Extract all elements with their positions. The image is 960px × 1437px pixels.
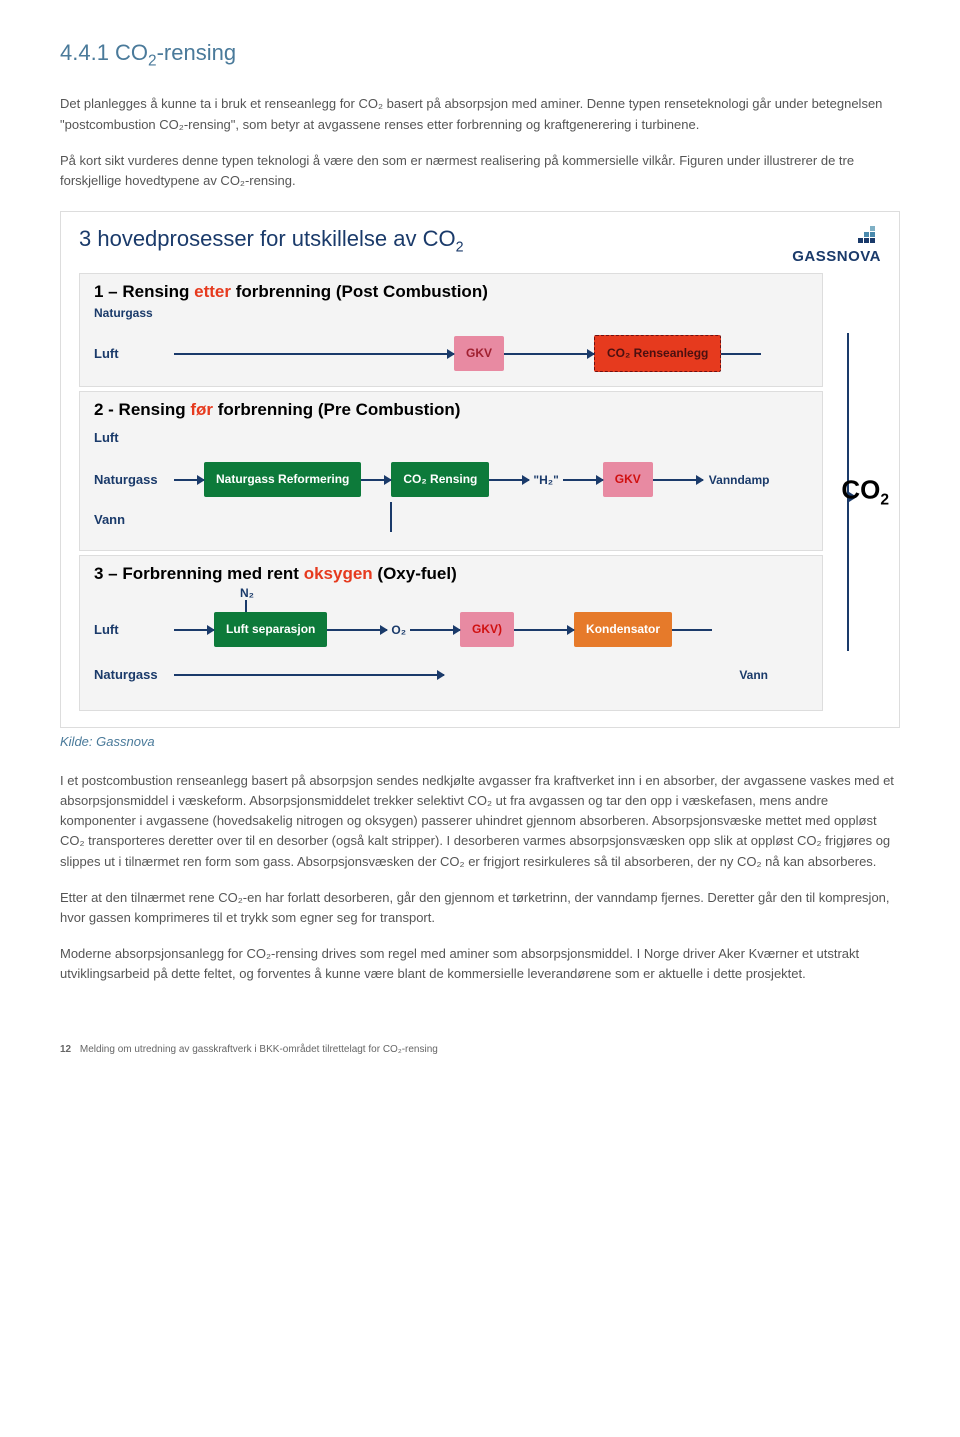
- p3-luft-label: Luft: [94, 622, 174, 637]
- p2-title-red: før: [190, 400, 213, 419]
- p2-main-row: Naturgass Naturgass Reformering CO₂ Rens…: [94, 456, 808, 504]
- heading-sub: 2: [148, 52, 157, 69]
- panel-1-title: 1 – Rensing etter forbrenning (Post Comb…: [94, 282, 808, 302]
- page-footer: 12 Melding om utredning av gasskraftverk…: [60, 1044, 900, 1055]
- gassnova-logo-icon: [855, 226, 881, 246]
- p1-title-red: etter: [194, 282, 231, 301]
- panel-2: 2 - Rensing før forbrenning (Pre Combust…: [79, 391, 823, 551]
- p2-title-pre: 2 - Rensing: [94, 400, 190, 419]
- p1-title-post: forbrenning (Post Combustion): [231, 282, 488, 301]
- co2-big-label: CO2: [841, 474, 889, 509]
- p3-main-row: Luft Luft separasjon O₂ GKV) Kondensator: [94, 606, 808, 654]
- p2-co2-down: [390, 502, 392, 532]
- panel-2-title: 2 - Rensing før forbrenning (Pre Combust…: [94, 400, 808, 420]
- paragraph-2: På kort sikt vurderes denne typen teknol…: [60, 151, 900, 191]
- p2-luft-label: Luft: [94, 430, 174, 445]
- p2-h2-label: "H₂": [529, 473, 562, 487]
- p3-vann-label: Vann: [739, 668, 768, 682]
- p3-luftsep-box: Luft separasjon: [214, 612, 327, 647]
- p3-title-post: (Oxy-fuel): [373, 564, 457, 583]
- p1-line-2: [504, 353, 594, 355]
- p3-line-5: [672, 629, 712, 631]
- paragraph-5: Moderne absorpsjonsanlegg for CO₂-rensin…: [60, 944, 900, 984]
- page-number: 12: [60, 1044, 71, 1055]
- p1-flow-row: Luft GKV CO₂ Renseanlegg: [94, 338, 808, 370]
- p2-line-4: [563, 479, 603, 481]
- p2-vanndamp-label: Vanndamp: [709, 473, 770, 487]
- co2-sub: 2: [880, 492, 889, 509]
- p1-naturgass-label: Naturgass: [94, 306, 808, 320]
- p1-luft-label: Luft: [94, 346, 174, 361]
- figure-header: 3 hovedprosesser for utskillelse av CO2 …: [79, 226, 881, 265]
- co2-text: CO: [841, 474, 880, 504]
- p2-reform-box: Naturgass Reformering: [204, 462, 361, 497]
- p2-line-2: [361, 479, 391, 481]
- gassnova-logo: GASSNOVA: [792, 226, 881, 265]
- p3-title-red: oksygen: [304, 564, 373, 583]
- p1-title-pre: 1 – Rensing: [94, 282, 194, 301]
- p3-line-3: [410, 629, 460, 631]
- panel-3-title: 3 – Forbrenning med rent oksygen (Oxy-fu…: [94, 564, 808, 584]
- figure-source: Kilde: Gassnova: [60, 734, 900, 749]
- heading-prefix: 4.4.1 CO: [60, 40, 148, 65]
- p2-title-post: forbrenning (Pre Combustion): [213, 400, 460, 419]
- p3-line-1: [174, 629, 214, 631]
- p1-line-1: [174, 353, 454, 355]
- panel-1: 1 – Rensing etter forbrenning (Post Comb…: [79, 273, 823, 387]
- p2-co2rensing-box: CO₂ Rensing: [391, 462, 489, 497]
- p3-title-pre: 3 – Forbrenning med rent: [94, 564, 304, 583]
- paragraph-1: Det planlegges å kunne ta i bruk et rens…: [60, 94, 900, 134]
- p2-vann-row: Vann: [94, 510, 808, 530]
- p2-line-5: [653, 479, 703, 481]
- figure-title-text: 3 hovedprosesser for utskillelse av CO: [79, 226, 456, 251]
- p3-n2-label: N₂: [240, 586, 254, 600]
- p3-gkv-box: GKV): [460, 612, 514, 647]
- p2-line-1: [174, 479, 204, 481]
- figure-wrap: 3 hovedprosesser for utskillelse av CO 2 …: [60, 211, 900, 728]
- p3-o2-label: O₂: [387, 623, 410, 637]
- p3-naturgass-label: Naturgass: [94, 667, 174, 682]
- p2-naturgass-label: Naturgass: [94, 472, 174, 487]
- gassnova-logo-text: GASSNOVA: [792, 248, 881, 265]
- p2-line-3: [489, 479, 529, 481]
- p1-co2rense-box: CO₂ Renseanlegg: [594, 335, 721, 372]
- heading-suffix: -rensing: [157, 40, 236, 65]
- panel-stack: 1 – Rensing etter forbrenning (Post Comb…: [79, 273, 881, 711]
- figure: 3 hovedprosesser for utskillelse av CO 2 …: [60, 211, 900, 728]
- figure-title-sub: 2: [456, 239, 464, 255]
- p3-kondensator-box: Kondensator: [574, 612, 672, 647]
- footer-text: Melding om utredning av gasskraftverk i …: [80, 1044, 438, 1055]
- p1-gkv-box: GKV: [454, 336, 504, 371]
- p3-line-4: [514, 629, 574, 631]
- paragraph-4: Etter at den tilnærmet rene CO₂-en har f…: [60, 888, 900, 928]
- p2-luft-row: Luft: [94, 426, 808, 450]
- p2-vann-label: Vann: [94, 512, 174, 527]
- paragraph-3: I et postcombustion renseanlegg basert p…: [60, 771, 900, 872]
- p3-bottom-row: Naturgass Vann: [94, 664, 808, 686]
- figure-title: 3 hovedprosesser for utskillelse av CO2: [79, 226, 464, 255]
- p2-gkv-box: GKV: [603, 462, 653, 497]
- panel-3: 3 – Forbrenning med rent oksygen (Oxy-fu…: [79, 555, 823, 711]
- p3-line-2: [327, 629, 387, 631]
- section-heading: 4.4.1 CO2-rensing: [60, 40, 900, 70]
- p3-line-ng: [174, 674, 444, 676]
- p1-line-3: [721, 353, 761, 355]
